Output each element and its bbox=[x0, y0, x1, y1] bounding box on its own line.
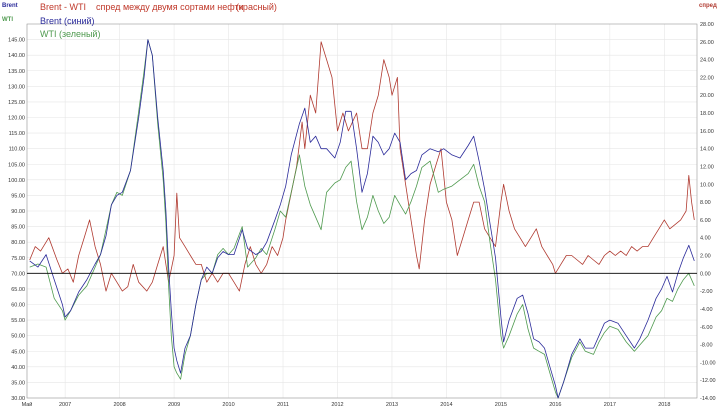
right-axis-label-spread: спред bbox=[699, 3, 717, 9]
legend-brent: Brent (синий) bbox=[40, 16, 95, 26]
right-tick-label: 12.00 bbox=[700, 164, 714, 170]
left-tick-label: 100.00 bbox=[8, 178, 25, 184]
series-line-right-2 bbox=[29, 41, 695, 292]
right-tick-label: 16.00 bbox=[700, 129, 714, 135]
left-tick-label: 145.00 bbox=[8, 38, 25, 44]
right-tick-label: 0.00 bbox=[700, 271, 711, 277]
right-tick-label: -4.00 bbox=[700, 307, 713, 313]
left-tick-label: 55.00 bbox=[11, 318, 25, 324]
right-tick-label: 18.00 bbox=[700, 111, 714, 117]
right-tick-label: 6.00 bbox=[700, 218, 711, 224]
x-tick-label: Май bbox=[22, 401, 33, 408]
left-axis-label-wti: WTI bbox=[2, 17, 13, 23]
right-tick-label: 24.00 bbox=[700, 58, 714, 64]
left-tick-label: 45.00 bbox=[11, 349, 25, 355]
left-tick-label: 75.00 bbox=[11, 256, 25, 262]
left-axis-label-brent: Brent bbox=[2, 3, 18, 9]
left-tick-label: 40.00 bbox=[11, 365, 25, 371]
left-axis-ticks: 145.00 140.00 135.00 130.00 125.00 120.00 115.… bbox=[8, 38, 25, 402]
left-tick-label: 85.00 bbox=[11, 225, 25, 231]
right-tick-label: 26.00 bbox=[700, 40, 714, 46]
x-tick-label: 2010 bbox=[222, 402, 234, 408]
x-tick-label: 2015 bbox=[495, 402, 507, 408]
left-tick-label: 95.00 bbox=[11, 193, 25, 199]
x-tick-label: 2017 bbox=[604, 402, 616, 408]
x-axis-ticks: Май 2007 2008 2009 2010 2011 2012 2013 2014 2015 2… bbox=[22, 401, 671, 408]
left-tick-label: 135.00 bbox=[8, 69, 25, 75]
x-tick-label: 2014 bbox=[440, 402, 452, 408]
x-tick-label: 2008 bbox=[113, 402, 125, 408]
right-tick-label: 22.00 bbox=[700, 75, 714, 81]
legend-spread-name: Brent - WTI bbox=[40, 2, 86, 12]
left-tick-label: 140.00 bbox=[8, 53, 25, 59]
x-tick-label: 2011 bbox=[277, 402, 289, 408]
right-tick-label: -8.00 bbox=[700, 343, 713, 349]
left-tick-label: 70.00 bbox=[11, 271, 25, 277]
x-tick-label: 2018 bbox=[658, 402, 670, 408]
legend: Brent - WTI спред между двумя сортами не… bbox=[40, 2, 277, 39]
left-tick-label: 65.00 bbox=[11, 287, 25, 293]
right-tick-label: -10.00 bbox=[700, 360, 716, 366]
right-tick-label: 4.00 bbox=[700, 236, 711, 242]
left-tick-label: 35.00 bbox=[11, 380, 25, 386]
right-tick-label: 14.00 bbox=[700, 147, 714, 153]
legend-spread-description: спред между двумя сортами нефти bbox=[96, 2, 244, 12]
left-tick-label: 120.00 bbox=[8, 116, 25, 122]
right-tick-label: -14.00 bbox=[700, 396, 716, 402]
left-tick-label: 125.00 bbox=[8, 100, 25, 106]
x-tick-label: 2007 bbox=[59, 402, 71, 408]
left-tick-label: 90.00 bbox=[11, 209, 25, 215]
right-tick-label: -12.00 bbox=[700, 378, 716, 384]
series-lines bbox=[29, 39, 695, 399]
left-tick-label: 50.00 bbox=[11, 334, 25, 340]
legend-spread-color-note: (красный) bbox=[236, 2, 277, 12]
left-tick-label: 115.00 bbox=[9, 131, 25, 137]
x-tick-label: 2009 bbox=[168, 402, 180, 408]
x-tick-label: 2012 bbox=[331, 402, 343, 408]
x-tick-label: 2016 bbox=[549, 402, 561, 408]
left-tick-label: 60.00 bbox=[11, 303, 25, 309]
left-tick-label: 130.00 bbox=[8, 84, 25, 90]
right-tick-label: 10.00 bbox=[700, 182, 714, 188]
series-line-left-0 bbox=[29, 39, 695, 399]
left-tick-label: 105.00 bbox=[8, 162, 25, 168]
right-tick-label: -2.00 bbox=[700, 289, 713, 295]
plot-frame bbox=[26, 23, 698, 399]
left-tick-label: 30.00 bbox=[11, 396, 25, 402]
left-tick-label: 110.00 bbox=[9, 147, 25, 153]
right-tick-label: 28.00 bbox=[700, 22, 714, 28]
right-tick-label: 8.00 bbox=[700, 200, 711, 206]
x-tick-label: 2013 bbox=[386, 402, 398, 408]
right-tick-label: 20.00 bbox=[700, 93, 714, 99]
right-axis-ticks: 28.00 26.00 24.00 22.00 20.00 18.00 16.00 14.00… bbox=[700, 22, 716, 402]
legend-wti: WTI (зеленый) bbox=[40, 29, 100, 39]
left-tick-label: 80.00 bbox=[11, 240, 25, 246]
right-tick-label: -6.00 bbox=[700, 325, 713, 331]
right-tick-label: 2.00 bbox=[700, 254, 711, 260]
